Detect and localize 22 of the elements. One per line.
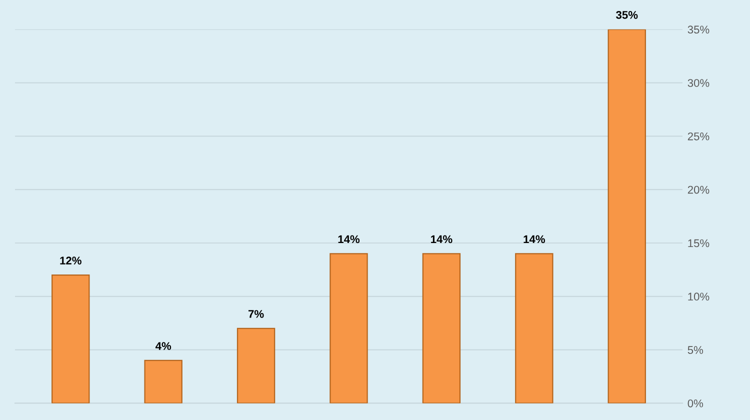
bar (52, 274, 90, 404)
bar (330, 253, 368, 404)
y-tick-label: 15% (688, 239, 710, 248)
y-tick-label: 5% (688, 346, 704, 354)
y-tick-label: 30% (688, 79, 710, 87)
data-label: 4% (155, 342, 172, 350)
data-label: 35% (616, 11, 638, 19)
y-tick-label: 20% (688, 186, 710, 194)
bar (144, 360, 182, 404)
data-label: 7% (248, 310, 264, 318)
y-tick-label: 35% (688, 26, 710, 34)
data-label: 14% (431, 235, 452, 244)
y-tick-label: 0% (688, 399, 704, 408)
data-label: 12% (60, 256, 82, 264)
y-tick-label: 25% (688, 132, 710, 140)
data-label: 14% (524, 235, 545, 244)
bar (236, 328, 276, 404)
bar (608, 29, 646, 404)
bar (515, 253, 554, 404)
data-label: 14% (338, 235, 360, 244)
y-tick-label: 10% (688, 292, 710, 301)
bar (422, 253, 461, 404)
